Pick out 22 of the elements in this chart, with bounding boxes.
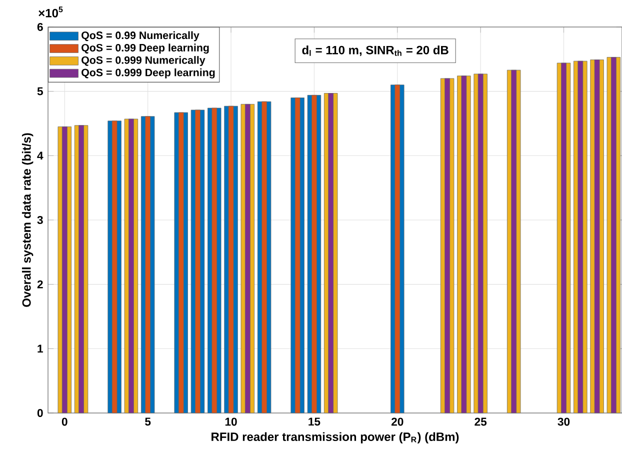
annotation: d$_{l}$ = 110 m, SINR$_{th}$ = 20 dB xyxy=(302,46,448,56)
y-tick-label: 6 xyxy=(37,22,43,31)
x-tick-label: 0 xyxy=(62,418,68,426)
x-axis-title: RFID reader transmission power (P$_{R}$) (dBm) xyxy=(212,432,459,444)
y-tick-label: 2 xyxy=(37,280,43,288)
x-tick-label: 5 xyxy=(145,418,151,426)
x-tick-label: 25 xyxy=(474,418,487,426)
x-tick-label: 30 xyxy=(558,418,570,426)
y-tick-label: 0 xyxy=(37,408,43,417)
y-tick-label: 4 xyxy=(37,152,44,160)
x-tick-label: 20 xyxy=(391,418,404,426)
y-axis-title: Overall system data rate (bit/s) xyxy=(22,133,34,307)
y-tick-label: 1 xyxy=(38,344,43,353)
y-tick-label: 5 xyxy=(37,87,43,96)
y-tick-label: 3 xyxy=(37,216,43,224)
legend-label: QoS = 0.99 Numerically xyxy=(82,31,200,42)
text: ×10$^{5}$ xyxy=(38,6,63,18)
x-tick-label: 10 xyxy=(225,418,237,426)
legend-label: QoS = 0.99 Deep learning xyxy=(82,44,209,54)
legend-label: QoS = 0.999 Deep learning xyxy=(82,68,215,78)
x-tick-label: 15 xyxy=(308,418,320,426)
legend-label: QoS = 0.999 Numerically xyxy=(82,56,206,66)
